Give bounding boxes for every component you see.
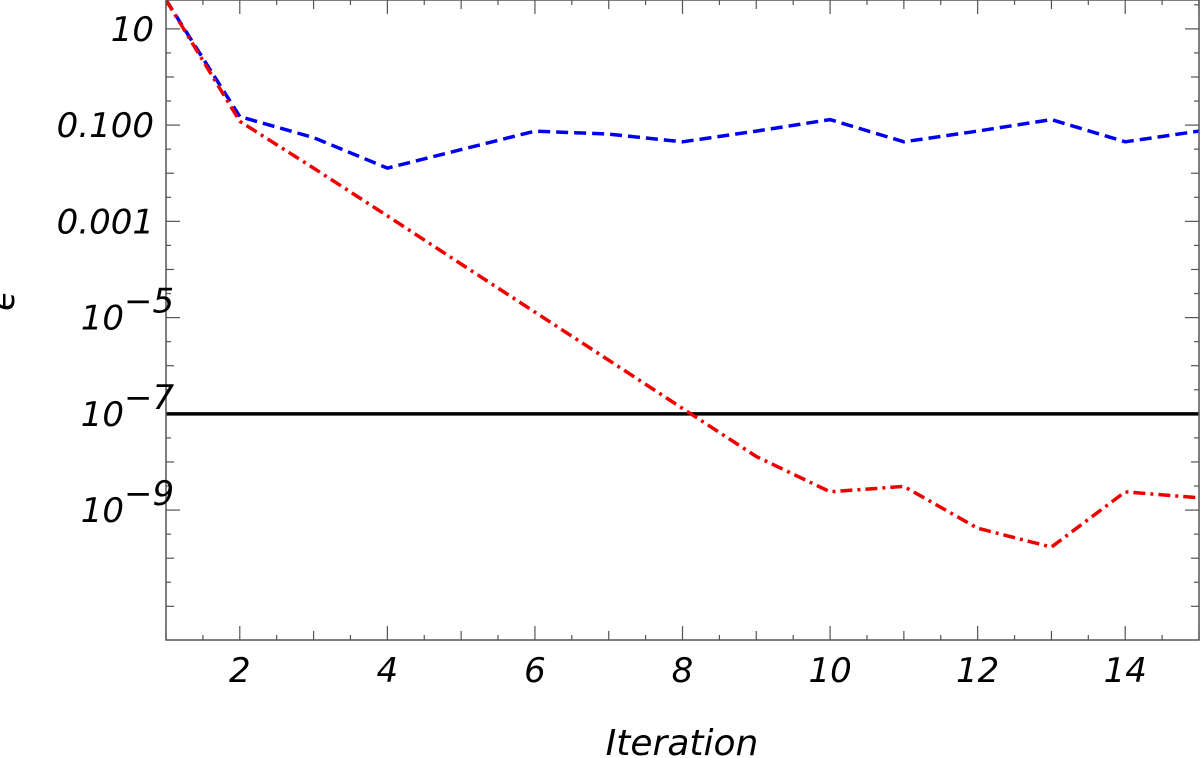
x-tick-label: 14: [1104, 651, 1147, 691]
y-tick-label: 10: [81, 491, 124, 531]
y-tick-label: 10: [111, 10, 154, 50]
y-axis-title: ϵ: [0, 289, 23, 311]
axis-ticks: [165, 0, 1200, 640]
series-line-red: [166, 0, 1199, 549]
x-tick-label: 8: [672, 651, 694, 691]
y-tick-label: 10: [81, 299, 124, 339]
x-tick-label: 4: [377, 651, 399, 691]
x-tick-label: 6: [524, 651, 546, 691]
y-tick-label-exponent: −9: [124, 474, 174, 514]
series-layer: [166, 0, 1199, 549]
x-axis-title: Iteration: [606, 723, 759, 758]
y-tick-label-exponent: −5: [124, 282, 174, 322]
y-tick-label: 10: [81, 395, 124, 435]
series-line-blue: [166, 0, 1199, 170]
x-tick-label: 2: [229, 651, 251, 691]
y-tick-label: 0.100: [57, 106, 154, 146]
y-tick-label: 0.001: [57, 202, 154, 242]
x-tick-label: 12: [956, 651, 999, 691]
y-tick-label-exponent: −7: [124, 378, 174, 418]
x-tick-label: 10: [808, 651, 851, 691]
plot-frame: [165, 0, 1200, 641]
